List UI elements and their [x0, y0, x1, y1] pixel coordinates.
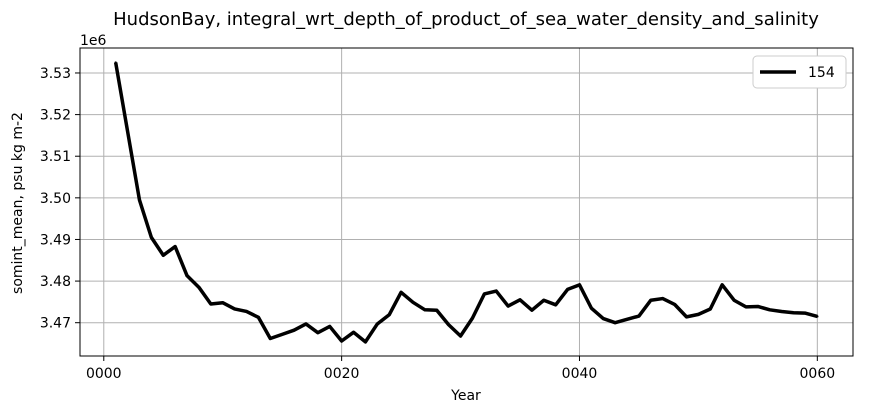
data-point — [162, 254, 165, 257]
x-axis-label: Year — [450, 388, 481, 404]
data-point — [602, 317, 605, 320]
y-axis-label: somint_mean, psu kg m-2 — [10, 112, 26, 294]
data-point — [530, 309, 534, 312]
data-point — [269, 337, 272, 340]
data-point — [316, 331, 320, 334]
y-tick-label: 3.48 — [40, 274, 71, 290]
data-point — [697, 313, 700, 316]
data-point — [221, 301, 224, 304]
data-point — [518, 298, 522, 302]
data-point — [138, 198, 141, 202]
data-point — [423, 308, 427, 311]
data-point — [340, 339, 343, 343]
data-point — [685, 315, 688, 319]
y-tick-label: 3.50 — [40, 191, 71, 207]
data-point — [292, 328, 296, 332]
y-axis-ticks: 3.47 3.48 3.49 3.50 3.51 3.52 3.53 — [40, 66, 80, 332]
data-point — [447, 323, 450, 326]
data-point — [756, 305, 760, 308]
data-point — [471, 316, 474, 320]
plot-frame — [79, 47, 854, 357]
data-point — [673, 303, 676, 306]
data-point — [280, 333, 284, 336]
data-point — [376, 322, 379, 326]
data-point — [613, 321, 617, 324]
data-point — [566, 288, 569, 291]
legend: 154 — [752, 55, 847, 89]
y-tick-label: 3.53 — [40, 66, 71, 82]
data-point — [542, 299, 545, 302]
data-point — [197, 286, 201, 289]
y-tick-label: 3.49 — [40, 232, 71, 248]
data-point — [506, 304, 510, 308]
x-tick-label: 0020 — [324, 366, 360, 382]
series-layer — [113, 61, 819, 344]
data-point — [768, 308, 771, 311]
data-point — [173, 245, 177, 248]
data-point — [435, 309, 438, 312]
data-point — [185, 274, 189, 277]
y-tick-label: 3.47 — [40, 316, 71, 332]
series-line-154 — [113, 62, 818, 344]
data-point — [114, 61, 117, 64]
data-point — [744, 305, 748, 309]
data-point — [578, 283, 581, 287]
data-point — [792, 311, 795, 314]
legend-box — [752, 55, 847, 89]
data-point — [590, 306, 593, 310]
data-point — [126, 130, 129, 133]
data-point — [245, 310, 248, 313]
data-point — [411, 301, 415, 304]
data-point — [257, 316, 260, 319]
x-tick-label: 0000 — [86, 366, 122, 382]
legend-label: 154 — [808, 65, 835, 81]
data-point — [720, 283, 724, 287]
x-tick-label: 0040 — [562, 366, 598, 382]
data-point — [495, 289, 498, 293]
x-axis-ticks: 0000 0020 0040 0060 — [86, 356, 835, 382]
data-point — [780, 310, 783, 313]
chart-title: HudsonBay, integral_wrt_depth_of_product… — [113, 9, 819, 30]
data-point — [352, 331, 355, 334]
data-point — [649, 299, 653, 302]
data-point — [150, 236, 153, 239]
y-axis-offset-label: 1e6 — [80, 33, 107, 49]
data-point — [209, 302, 213, 306]
data-point — [304, 322, 308, 326]
data-point — [637, 314, 641, 318]
x-tick-label: 0060 — [800, 366, 836, 382]
data-point — [388, 313, 391, 316]
data-point — [804, 311, 807, 315]
data-point — [328, 325, 331, 328]
data-point — [459, 334, 462, 338]
data-point — [554, 303, 557, 307]
data-point — [364, 340, 367, 344]
y-tick-label: 3.52 — [40, 108, 71, 124]
data-point — [709, 307, 712, 311]
grid — [80, 48, 853, 356]
y-tick-label: 3.51 — [40, 149, 71, 165]
data-point — [233, 307, 236, 311]
data-point — [816, 315, 819, 318]
data-point — [732, 299, 736, 302]
data-point — [483, 292, 486, 296]
data-point — [661, 297, 664, 300]
data-point — [625, 318, 629, 321]
data-point — [399, 291, 403, 294]
